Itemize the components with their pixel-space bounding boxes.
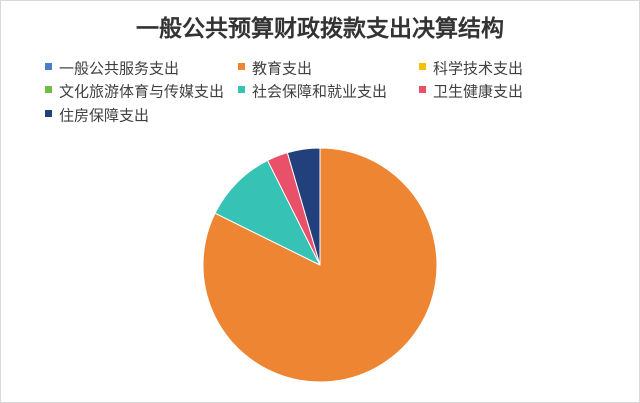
legend-label: 文化旅游体育与传媒支出 [59,82,225,101]
legend-item: 卫生健康支出 [419,82,524,101]
pie-slice-6 [286,147,321,266]
legend-marker [238,63,245,70]
legend-marker [419,86,426,93]
legend-item: 住房保障支出 [45,106,150,125]
legend-label: 教育支出 [252,59,313,78]
legend-item: 一般公共服务支出 [45,59,180,78]
legend-marker [45,63,52,70]
legend-label: 社会保障和就业支出 [252,82,388,101]
legend-label: 卫生健康支出 [433,82,524,101]
legend-marker [419,63,426,70]
legend-marker [238,86,245,93]
legend-marker [45,86,52,93]
legend-item: 社会保障和就业支出 [238,82,388,101]
pie-slice-4 [214,159,321,266]
legend-item: 科学技术支出 [419,59,524,78]
pie-slice-1 [202,147,438,383]
legend-label: 科学技术支出 [433,59,524,78]
legend-item: 文化旅游体育与传媒支出 [45,82,225,101]
legend-marker [45,110,52,117]
chart-title: 一般公共预算财政拨款支出决算结构 [136,15,504,42]
legend-item: 教育支出 [238,59,313,78]
legend-label: 一般公共服务支出 [59,59,180,78]
legend-label: 住房保障支出 [59,106,150,125]
